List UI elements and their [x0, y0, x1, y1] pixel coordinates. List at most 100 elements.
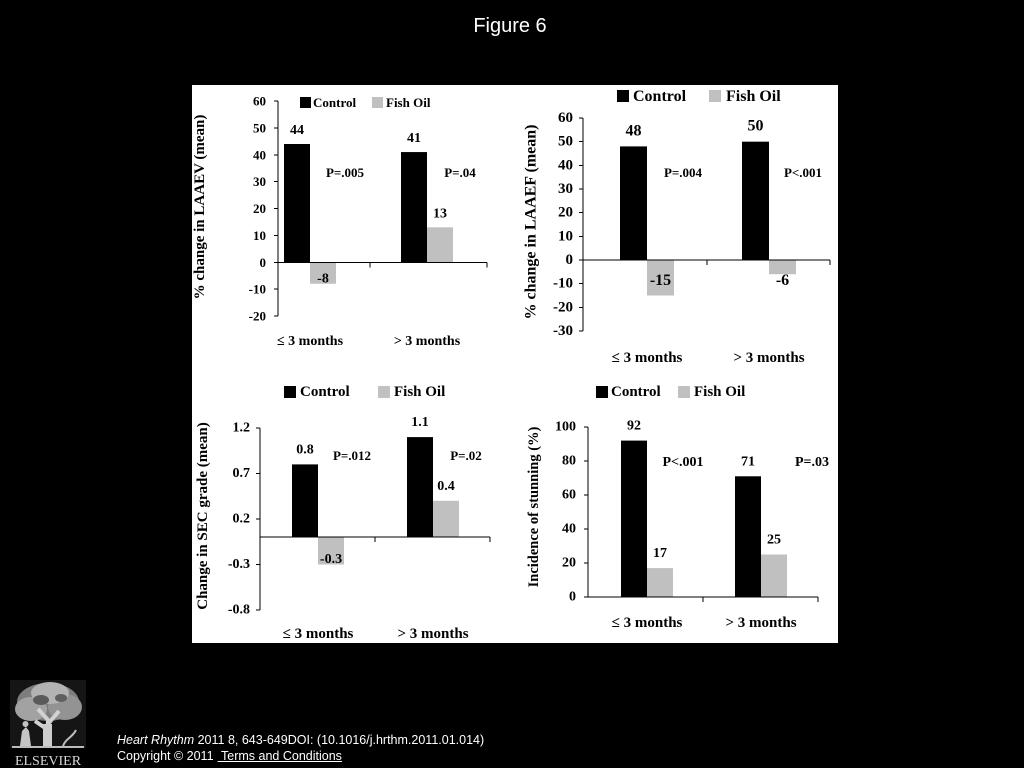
legend-swatch-control: [284, 386, 296, 398]
y-axis-title: Change in SEC grade (mean): [195, 422, 211, 610]
bar-control-gt-3-months: [401, 152, 427, 263]
x-category-label-le-3-months: ≤ 3 months: [283, 626, 354, 642]
x-category-label-le-3-months: ≤ 3 months: [612, 350, 683, 366]
value-label-control-le-3-months: 44: [290, 123, 304, 138]
value-label-control-gt-3-months: 1.1: [411, 415, 429, 430]
bar-fish-oil-le-3-months: [647, 260, 674, 296]
bar-control-gt-3-months: [742, 141, 769, 260]
bar-fish-oil-le-3-months: [318, 537, 344, 565]
y-tick-label: 60: [253, 94, 266, 109]
citation-line: Heart Rhythm 2011 8, 643-649DOI: (10.1016…: [117, 732, 484, 748]
y-axis-title: % change in LAAEV (mean): [192, 115, 208, 300]
legend-label-control: Control: [300, 384, 350, 400]
bar-fish-oil-le-3-months: [647, 568, 673, 597]
y-tick-label: 60: [562, 488, 576, 503]
citation-details: 2011 8, 643-649DOI: (10.1016/j.hrthm.201…: [197, 733, 485, 747]
bar-fish-oil-le-3-months: [310, 262, 336, 284]
p-value-gt-3-months: P=.04: [444, 165, 476, 180]
bar-control-le-3-months: [620, 146, 647, 260]
y-tick-label: -20: [553, 299, 573, 315]
y-tick-label: 0.7: [233, 466, 251, 481]
bar-fish-oil-gt-3-months: [761, 554, 787, 597]
p-value-le-3-months: P=.005: [326, 165, 365, 180]
value-label-control-le-3-months: 92: [627, 419, 641, 434]
y-tick-label: 40: [253, 147, 266, 162]
legend-swatch-fish-oil: [709, 90, 721, 102]
elsevier-wordmark: ELSEVIER: [15, 754, 82, 768]
y-tick-label: 20: [562, 556, 576, 571]
legend-label-control: Control: [313, 95, 356, 110]
chart-1: % change in LAAEV (mean) Control Fish Oil 6…: [192, 94, 488, 349]
value-label-fish-oil-le-3-months: -0.3: [320, 552, 342, 567]
y-tick-label: 60: [558, 110, 573, 126]
y-tick-label: 30: [253, 174, 266, 189]
legend-swatch-fish-oil: [378, 386, 390, 398]
figure-panel: % change in LAAEV (mean) Control Fish Oil 6…: [192, 85, 838, 643]
value-label-control-le-3-months: 0.8: [296, 442, 314, 457]
x-category-label-gt-3-months: > 3 months: [725, 615, 796, 631]
elsevier-tree-icon: [10, 680, 86, 748]
terms-and-conditions-link[interactable]: Terms and Conditions: [221, 749, 342, 763]
y-axis-title: Incidence of stunning (%): [526, 426, 542, 587]
y-tick-label: 0: [569, 590, 576, 605]
chart-2: % change in LAAEF (mean) Control Fish Oil 6…: [523, 88, 831, 366]
y-axis-title: % change in LAAEF (mean): [523, 125, 540, 320]
legend-label-control: Control: [633, 88, 687, 105]
value-label-control-gt-3-months: 41: [407, 131, 421, 146]
value-label-fish-oil-gt-3-months: 25: [767, 533, 781, 548]
y-tick-label: 20: [558, 205, 573, 221]
y-tick-label: 40: [562, 522, 576, 537]
value-label-fish-oil-le-3-months: 17: [653, 546, 667, 561]
copyright-text: Copyright © 2011: [117, 749, 214, 763]
journal-name: Heart Rhythm: [117, 733, 195, 747]
y-tick-label: 50: [253, 120, 266, 135]
y-tick-label: 0: [260, 255, 267, 270]
legend-swatch-control: [596, 386, 608, 398]
value-label-fish-oil-gt-3-months: 0.4: [437, 479, 455, 494]
y-tick-label: 80: [562, 454, 576, 469]
legend-label-fish-oil: Fish Oil: [386, 95, 431, 110]
bar-control-le-3-months: [621, 440, 647, 597]
legend-label-fish-oil: Fish Oil: [726, 88, 781, 105]
y-tick-label: 30: [558, 181, 573, 197]
value-label-control-le-3-months: 48: [626, 122, 642, 139]
bar-fish-oil-gt-3-months: [427, 227, 453, 263]
bar-control-le-3-months: [292, 464, 318, 538]
y-tick-label: 40: [558, 157, 573, 173]
x-category-label-le-3-months: ≤ 3 months: [612, 615, 683, 631]
chart-4: Incidence of stunning (%) Control Fish Oil…: [526, 384, 829, 631]
x-category-label-gt-3-months: > 3 months: [733, 350, 804, 366]
p-value-le-3-months: P=.004: [664, 165, 703, 180]
x-category-label-le-3-months: ≤ 3 months: [277, 334, 344, 349]
bar-fish-oil-gt-3-months: [433, 500, 459, 538]
y-tick-label: 100: [555, 420, 576, 435]
y-tick-label: 10: [558, 228, 573, 244]
p-value-gt-3-months: P=.02: [450, 448, 482, 463]
bar-control-gt-3-months: [407, 437, 433, 538]
elsevier-logo: ELSEVIER: [10, 680, 86, 768]
legend-swatch-fish-oil: [372, 97, 383, 108]
y-tick-label: 10: [253, 228, 266, 243]
bar-charts: % change in LAAEV (mean) Control Fish Oil 6…: [192, 88, 831, 642]
p-value-gt-3-months: P<.001: [784, 165, 822, 180]
y-tick-label: 20: [253, 201, 266, 216]
y-tick-label: -20: [249, 309, 266, 324]
value-label-fish-oil-le-3-months: -15: [650, 272, 671, 289]
y-tick-label: -10: [553, 276, 573, 292]
bar-control-gt-3-months: [735, 476, 761, 597]
p-value-gt-3-months: P=.03: [795, 455, 829, 470]
copyright-line: Copyright © 2011 Terms and Conditions: [117, 748, 342, 764]
p-value-le-3-months: P<.001: [662, 455, 703, 470]
y-tick-label: -10: [249, 282, 266, 297]
value-label-control-gt-3-months: 50: [748, 118, 764, 135]
legend-label-fish-oil: Fish Oil: [394, 384, 445, 400]
value-label-control-gt-3-months: 71: [741, 454, 755, 469]
y-tick-label: -0.8: [228, 603, 250, 618]
chart-3: Change in SEC grade (mean) Control Fish Oi…: [195, 384, 491, 642]
y-tick-label: 0: [566, 252, 574, 268]
y-tick-label: 0.2: [233, 512, 251, 527]
y-tick-label: 50: [558, 134, 573, 150]
p-value-le-3-months: P=.012: [333, 448, 371, 463]
figure-title: Figure 6: [473, 15, 547, 37]
legend-label-fish-oil: Fish Oil: [694, 384, 745, 400]
